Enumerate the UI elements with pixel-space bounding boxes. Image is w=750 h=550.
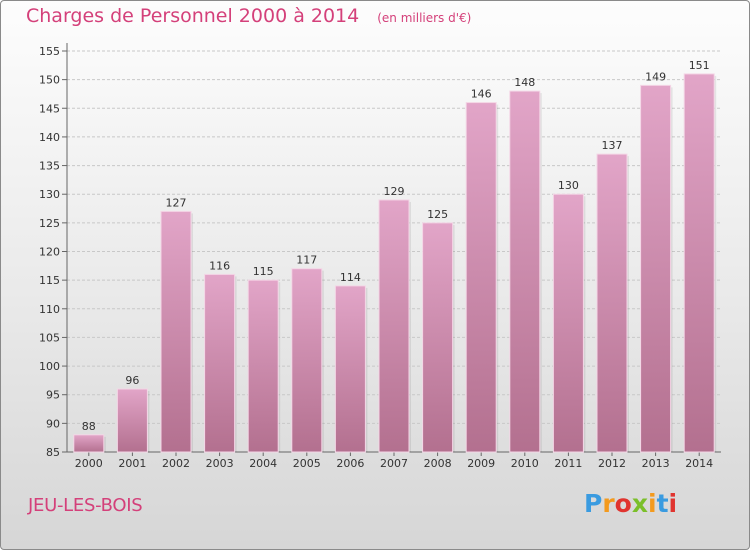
bar-value-label: 127	[166, 196, 187, 209]
y-tick-label: 105	[39, 331, 60, 344]
y-tick-label: 100	[39, 360, 60, 373]
bar-value-label: 96	[125, 374, 139, 387]
x-tick-label: 2014	[685, 457, 713, 470]
bar	[683, 73, 715, 453]
bar	[552, 193, 584, 453]
bars	[73, 73, 717, 453]
chart-subtitle: (en milliers d'€)	[377, 11, 472, 25]
bar	[640, 84, 672, 453]
bar-value-label: 88	[82, 420, 96, 433]
logo-letter: P	[584, 489, 603, 518]
x-tick-label: 2000	[75, 457, 103, 470]
x-tick-label: 2013	[642, 457, 670, 470]
bar-value-label: 149	[645, 70, 666, 83]
y-tick-label: 110	[39, 303, 60, 316]
bar-value-label: 148	[514, 76, 535, 89]
y-tick-label: 90	[46, 417, 60, 430]
bar-value-label: 129	[384, 185, 405, 198]
x-tick-label: 2011	[554, 457, 582, 470]
bar	[509, 90, 541, 453]
y-tick-label: 125	[39, 217, 60, 230]
bar-value-label: 146	[471, 88, 492, 101]
logo-letter: x	[631, 489, 648, 518]
title-text: Charges de Personnel 2000 à 2014	[26, 5, 360, 27]
place-name: JEU-LES-BOIS	[28, 495, 143, 516]
x-tick-label: 2012	[598, 457, 626, 470]
value-labels: 88 96 127 116 115 117 114 129 125 146 148 130 137 149…	[82, 59, 710, 433]
x-tick-label: 2007	[380, 457, 408, 470]
bar-value-label: 125	[427, 208, 448, 221]
bar-value-label: 116	[209, 259, 230, 272]
bar	[465, 102, 497, 453]
y-tick-label: 135	[39, 160, 60, 173]
y-tick-label: 120	[39, 246, 60, 259]
bar	[334, 285, 366, 453]
y-tick-label: 95	[46, 389, 60, 402]
y-tick-label: 155	[39, 45, 60, 58]
bar-value-label: 137	[602, 139, 623, 152]
x-tick-label: 2003	[206, 457, 234, 470]
logo-letter: o	[614, 489, 632, 518]
y-tick-label: 115	[39, 274, 60, 287]
x-tick-label: 2008	[424, 457, 452, 470]
bar	[422, 222, 454, 453]
x-tick-label: 2006	[336, 457, 364, 470]
y-tick-label: 85	[46, 446, 60, 459]
bar	[160, 210, 192, 453]
x-tick-label: 2005	[293, 457, 321, 470]
chart-title: Charges de Personnel 2000 à 2014 (en mill…	[26, 5, 471, 27]
x-tick-label: 2004	[249, 457, 277, 470]
bar	[116, 388, 148, 453]
bar-value-label: 130	[558, 179, 579, 192]
bar-value-label: 115	[253, 265, 274, 278]
bar-value-label: 117	[296, 254, 317, 267]
x-tick-label: 2010	[511, 457, 539, 470]
logo-letter: t	[656, 489, 669, 518]
logo-letter: r	[602, 489, 615, 518]
axes: 85 90 95 100 105 110 115 120 125 130 135 140 145 150 1…	[39, 43, 721, 470]
proxiti-logo: Proxiti	[584, 489, 677, 518]
y-tick-label: 150	[39, 74, 60, 87]
bar	[204, 273, 236, 453]
bar-value-label: 151	[689, 59, 710, 72]
bar	[596, 153, 628, 453]
bar	[247, 279, 279, 453]
x-tick-label: 2009	[467, 457, 495, 470]
bar	[73, 434, 105, 453]
logo-letter: i	[668, 489, 678, 518]
y-tick-label: 130	[39, 188, 60, 201]
x-tick-label: 2002	[162, 457, 190, 470]
bar	[291, 268, 323, 453]
x-tick-label: 2001	[118, 457, 146, 470]
logo-letter: i	[648, 489, 657, 518]
y-tick-label: 140	[39, 131, 60, 144]
y-tick-label: 145	[39, 102, 60, 115]
bar	[378, 199, 410, 453]
bar-value-label: 114	[340, 271, 361, 284]
